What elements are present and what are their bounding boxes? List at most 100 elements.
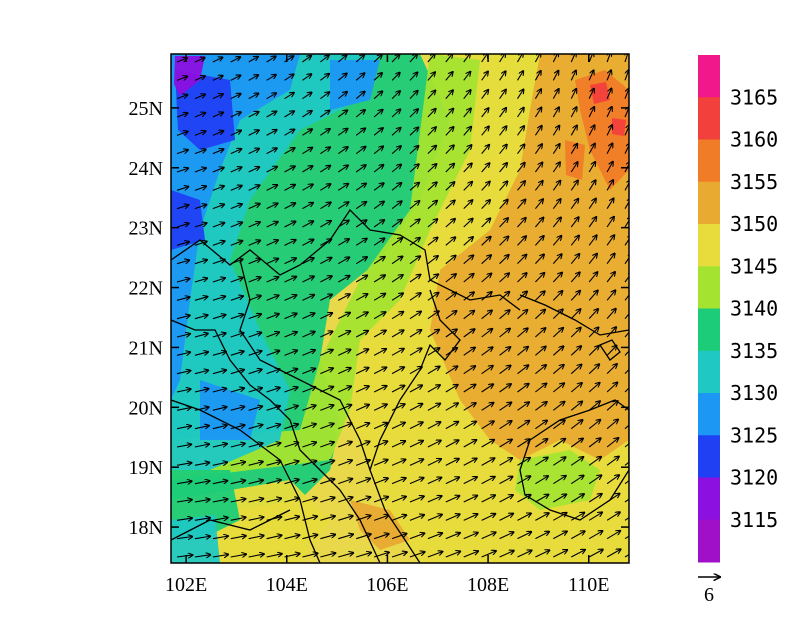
wind-vector (373, 423, 387, 430)
wind-vector (535, 365, 546, 375)
wind-vector (606, 382, 617, 393)
wind-vector (624, 308, 629, 320)
wind-vector (373, 238, 385, 246)
wind-vector (373, 330, 386, 338)
colorbar-label: 3160 (730, 128, 778, 152)
wind-vector (517, 513, 531, 521)
wind-vector (391, 201, 402, 210)
wind-vector (552, 180, 560, 191)
wind-vector (409, 311, 421, 320)
wind-vector (409, 146, 419, 155)
colorbar-swatch (698, 519, 720, 563)
wind-vector (463, 458, 477, 466)
wind-vector (302, 461, 316, 466)
wind-vector (463, 421, 477, 430)
wind-vector (463, 71, 471, 81)
lon-tick-label: 108E (467, 574, 509, 596)
wind-vector (176, 389, 191, 392)
wind-vector (230, 443, 245, 448)
wind-vector (535, 476, 548, 485)
wind-vector (248, 185, 260, 191)
wind-vector (230, 167, 242, 173)
wind-vector (481, 477, 495, 485)
wind-vector (570, 438, 583, 448)
wind-vector (338, 276, 350, 283)
wind-vector (302, 424, 316, 430)
wind-vector (463, 237, 474, 246)
wind-vector (427, 145, 437, 155)
wind-vector (248, 462, 264, 466)
wind-vector (194, 518, 210, 521)
wind-vector (499, 476, 513, 485)
wind-vector (302, 258, 314, 265)
wind-vector (499, 532, 514, 540)
wind-vector (266, 295, 279, 301)
wind-vector (355, 441, 370, 448)
wind-vector (409, 293, 421, 301)
wind-vector (176, 187, 189, 191)
wind-vector (373, 386, 387, 393)
wind-vector (284, 424, 299, 430)
wind-vector (481, 292, 492, 301)
wind-vector (212, 167, 224, 173)
wind-vector (606, 235, 614, 246)
wind-vector (176, 205, 189, 210)
wind-vector (481, 403, 494, 411)
wind-vector (230, 462, 246, 466)
wind-vector (302, 276, 314, 283)
wind-vector (355, 294, 368, 301)
wind-vector (194, 481, 210, 484)
colorbar-label: 3130 (730, 381, 778, 405)
wind-vector (266, 258, 279, 265)
wind-vector (588, 475, 602, 485)
wind-vector (588, 107, 594, 118)
wind-vector (230, 112, 241, 118)
wind-vector (463, 218, 473, 228)
wind-vector (302, 535, 317, 540)
wind-vector (337, 92, 347, 100)
wind-vector (338, 294, 350, 301)
wind-vector (356, 460, 370, 466)
wind-vector (427, 256, 438, 265)
wind-vector (463, 477, 478, 485)
wind-vector (624, 442, 629, 448)
wind-vector (320, 442, 334, 448)
wind-vector (588, 180, 596, 191)
wind-vector (391, 91, 400, 100)
wind-vector (194, 426, 209, 429)
wind-vector (248, 240, 261, 246)
wind-vector (481, 255, 492, 265)
wind-vector (176, 242, 189, 246)
wind-vector (176, 444, 192, 447)
wind-vector (320, 276, 332, 283)
wind-vector (427, 274, 439, 283)
wind-vector (409, 127, 419, 136)
wind-vector (445, 329, 457, 338)
wind-vector (391, 146, 401, 155)
wind-vector (284, 258, 297, 265)
wind-vector (391, 552, 407, 558)
wind-vector (427, 90, 436, 100)
wind-vector (230, 185, 242, 191)
wind-vector (463, 532, 478, 540)
wind-vector (373, 404, 387, 411)
wind-vector (606, 290, 616, 301)
wind-vector (320, 516, 335, 521)
wind-vector (337, 55, 347, 63)
wind-vector (445, 440, 459, 448)
wind-vector (302, 295, 314, 301)
wind-vector (624, 480, 629, 485)
wind-vector (463, 108, 471, 118)
wind-vector (534, 199, 543, 210)
wind-vector (284, 535, 300, 540)
wind-vector (373, 165, 384, 173)
wind-vector (463, 90, 471, 100)
wind-vector (194, 370, 209, 375)
wind-vector (606, 512, 620, 521)
wind-vector (409, 552, 425, 558)
wind-vector (445, 108, 454, 118)
wind-vector (570, 125, 577, 136)
wind-vector (176, 131, 188, 136)
wind-vector (499, 347, 511, 356)
